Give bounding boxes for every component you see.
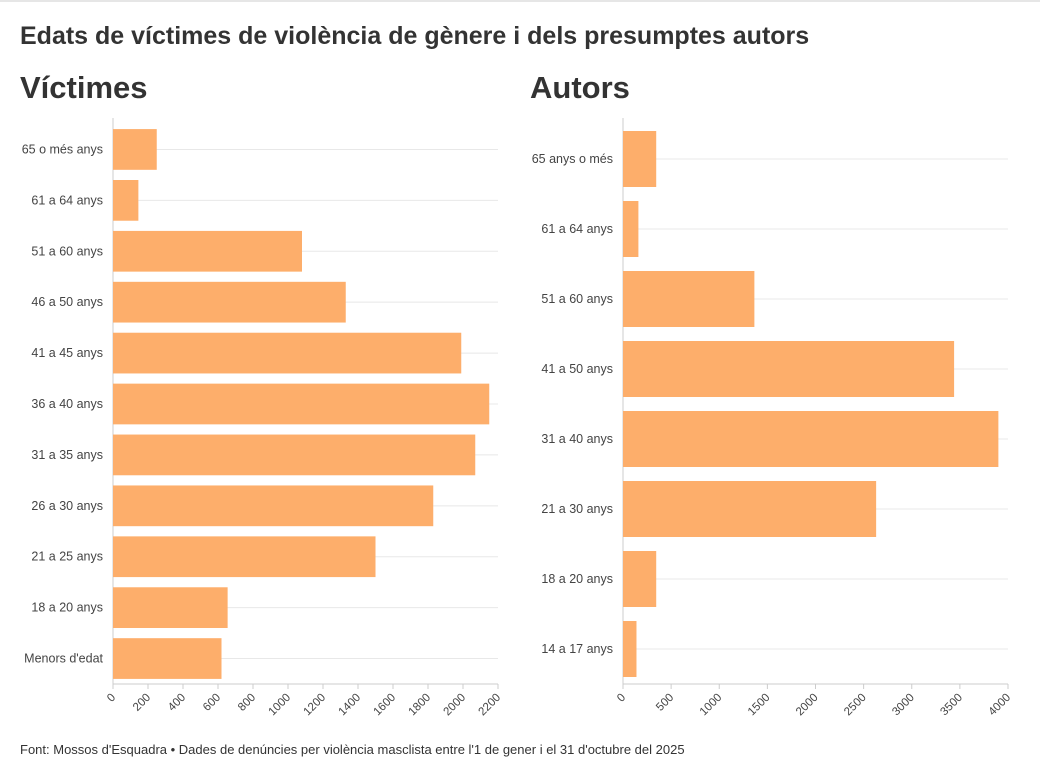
victims-x-tick-label: 2200: [477, 692, 504, 719]
authors-bar: [623, 341, 955, 397]
authors-x-tick-label: 500: [654, 692, 676, 714]
victims-x-tick-label: 200: [131, 692, 153, 714]
authors-bar-chart: 65 anys o més 61 a 64 anys 51 a 60 anys 41 …: [532, 118, 1014, 719]
victims-category-label: 41 a 45 anys: [31, 346, 103, 360]
victims-bars: [113, 129, 490, 679]
victims-x-tick-label: 1000: [267, 692, 294, 719]
authors-category-label: 51 a 60 anys: [541, 292, 613, 306]
victims-bar: [113, 638, 222, 679]
victims-bar: [113, 332, 462, 374]
authors-x-tick-label: 1500: [746, 692, 773, 719]
victims-bar: [113, 536, 376, 578]
victims-category-label: 46 a 50 anys: [31, 295, 103, 309]
victims-category-label: 61 a 64 anys: [31, 193, 103, 207]
authors-bars: [623, 131, 999, 677]
authors-category-label: 41 a 50 anys: [541, 362, 613, 376]
authors-category-label: 31 a 40 anys: [541, 432, 613, 446]
victims-x-tick-label: 1600: [372, 692, 399, 719]
victims-x-tick-label: 600: [201, 692, 223, 714]
victims-x-tick-label: 800: [236, 692, 258, 714]
authors-bar: [623, 551, 657, 607]
victims-category-label: 65 o més anys: [22, 142, 103, 156]
authors-category-label: 18 a 20 anys: [541, 572, 613, 586]
victims-x-tick-label: 2000: [442, 692, 469, 719]
authors-x-tick-label: 1000: [698, 692, 725, 719]
victims-category-label: Menors d'edat: [24, 652, 103, 666]
victims-category-label: 21 a 25 anys: [31, 550, 103, 564]
victims-bar: [113, 434, 476, 476]
victims-chart-title: Víctimes: [20, 70, 148, 105]
victims-x-tick-label: 1800: [407, 692, 434, 719]
authors-category-label: 61 a 64 anys: [541, 222, 613, 236]
authors-category-labels: 65 anys o més 61 a 64 anys 51 a 60 anys 41 …: [532, 152, 613, 656]
authors-bar: [623, 271, 755, 327]
authors-chart-title: Autors: [530, 70, 630, 105]
victims-bar: [113, 129, 157, 170]
authors-x-tick-label: 3000: [890, 692, 917, 719]
top-rule: [0, 0, 1040, 2]
victims-category-labels: 65 o més anys 61 a 64 anys 51 a 60 anys 46 …: [22, 142, 104, 665]
victims-x-tick-label: 400: [166, 692, 188, 714]
authors-x-tick-label: 4000: [987, 692, 1014, 719]
victims-category-label: 26 a 30 anys: [31, 499, 103, 513]
authors-bar: [623, 411, 999, 467]
source-footer: Font: Mossos d'Esquadra • Dades de denún…: [20, 742, 685, 757]
authors-bar: [623, 131, 657, 187]
victims-bar: [113, 180, 139, 221]
victims-bar: [113, 383, 490, 425]
victims-x-tick-label: 1400: [337, 692, 364, 719]
authors-bar: [623, 621, 637, 677]
victims-category-label: 18 a 20 anys: [31, 601, 103, 615]
victims-x-tick-label: 1200: [302, 692, 329, 719]
victims-bar: [113, 587, 228, 628]
authors-category-label: 14 a 17 anys: [541, 642, 613, 656]
authors-category-label: 65 anys o més: [532, 152, 613, 166]
authors-bar: [623, 201, 639, 257]
victims-bar-chart: 65 o més anys 61 a 64 anys 51 a 60 anys 46 …: [22, 118, 504, 719]
authors-x-axis: 0 500 1000 1500 2000 2500 3000 3500 4000: [615, 683, 1014, 719]
victims-category-label: 36 a 40 anys: [31, 397, 103, 411]
victims-x-axis: 0 200 400 600 800 1000 1200 1400 1600 1800 2000 220…: [105, 683, 504, 719]
victims-bar: [113, 230, 302, 272]
authors-category-label: 21 a 30 anys: [541, 502, 613, 516]
victims-bar: [113, 281, 346, 323]
victims-category-label: 31 a 35 anys: [31, 448, 103, 462]
authors-x-tick-label: 2500: [842, 692, 869, 719]
victims-bar: [113, 485, 434, 527]
authors-bar: [623, 481, 877, 537]
victims-x-tick-label: 0: [105, 692, 118, 705]
authors-x-tick-label: 2000: [794, 692, 821, 719]
page-title: Edats de víctimes de violència de gènere…: [20, 22, 810, 50]
authors-x-tick-label: 0: [615, 692, 628, 705]
authors-x-tick-label: 3500: [938, 692, 965, 719]
victims-category-label: 51 a 60 anys: [31, 244, 103, 258]
authors-gridlines: [622, 118, 1008, 684]
